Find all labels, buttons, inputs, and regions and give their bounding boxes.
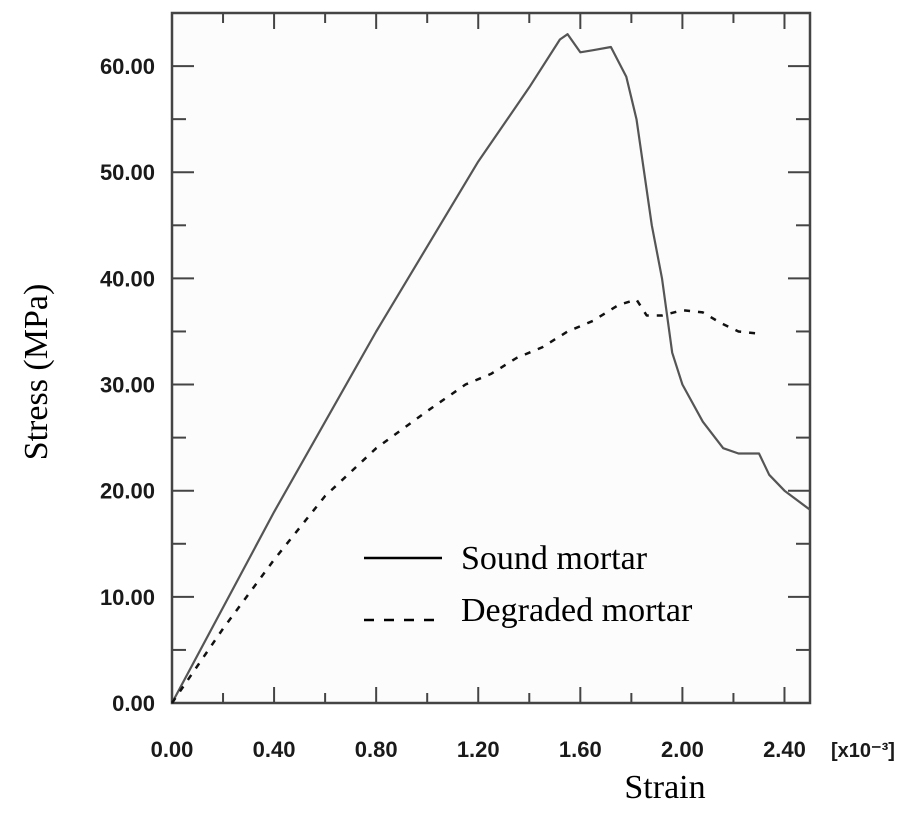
x-tick-label: 2.00 <box>661 737 704 762</box>
x-tick-label: 0.40 <box>253 737 296 762</box>
y-tick-label: 10.00 <box>100 585 155 610</box>
y-tick-label: 0.00 <box>112 691 155 716</box>
legend: Sound mortar Degraded mortar <box>364 540 693 629</box>
x-axis: 0.00 0.40 0.80 1.20 1.60 2.00 2.40 <box>151 13 806 762</box>
legend-label-sound: Sound mortar <box>461 540 648 577</box>
degraded-mortar-line <box>170 298 760 704</box>
x-tick-label: 0.80 <box>355 737 398 762</box>
x-multiplier-label: [x10⁻³] <box>831 740 895 762</box>
x-axis-title: Strain <box>624 769 705 806</box>
y-axis-title: Stress (MPa) <box>18 284 55 461</box>
y-tick-label: 40.00 <box>100 266 155 291</box>
x-tick-label: 1.60 <box>559 737 602 762</box>
y-tick-label: 50.00 <box>100 160 155 185</box>
x-tick-label: 1.20 <box>457 737 500 762</box>
y-tick-label: 20.00 <box>100 479 155 504</box>
y-tick-label: 30.00 <box>100 373 155 398</box>
x-tick-label: 2.40 <box>763 737 806 762</box>
x-tick-label: 0.00 <box>151 737 194 762</box>
plot-area <box>170 11 812 705</box>
sound-mortar-line <box>171 33 811 704</box>
legend-label-degraded: Degraded mortar <box>461 592 693 629</box>
y-tick-label: 60.00 <box>100 54 155 79</box>
y-axis: 0.00 10.00 20.00 30.00 40.00 50.00 60.00 <box>100 12 810 716</box>
series-layer <box>170 33 811 704</box>
